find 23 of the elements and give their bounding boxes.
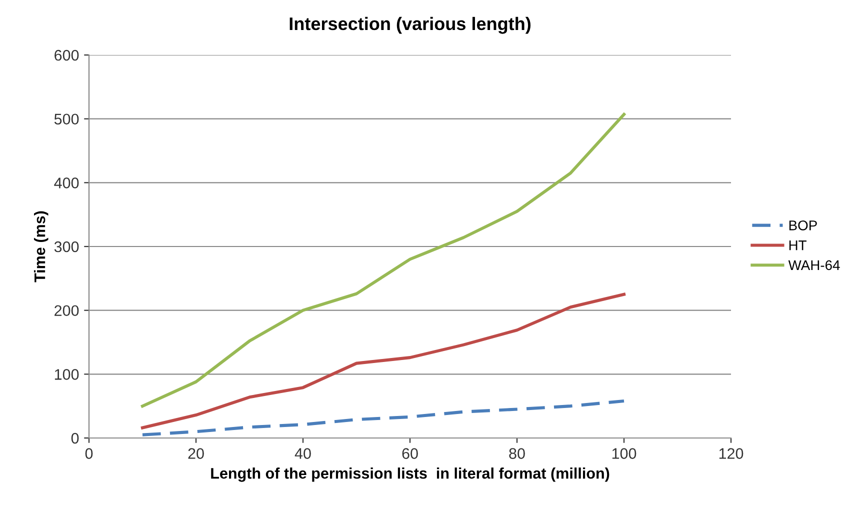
legend-label: HT — [789, 240, 806, 250]
legend-label: WAH-64 — [788, 260, 840, 270]
x-tick-label: 0 — [85, 448, 93, 459]
y-tick-label: 600 — [54, 50, 79, 61]
x-axis-title: Length of the permission lists in literal format (million) — [211, 468, 610, 482]
y-tick-label: 400 — [54, 178, 79, 188]
x-tick-label: 100 — [612, 448, 636, 459]
y-tick-label: 200 — [54, 305, 79, 316]
line-series — [140, 399, 626, 436]
x-tick-label: 60 — [402, 448, 418, 459]
line-series — [140, 292, 626, 430]
x-tick-label: 40 — [294, 448, 311, 459]
chart-title: Intersection (various length) — [290, 16, 531, 34]
y-axis-title: Time (ms) — [34, 211, 48, 282]
x-tick-label: 20 — [188, 448, 204, 459]
y-tick-label: 100 — [54, 369, 79, 380]
line-series — [140, 112, 626, 408]
x-tick-label: 120 — [719, 448, 744, 459]
y-tick-label: 500 — [54, 114, 79, 125]
y-tick-label: 300 — [54, 241, 79, 252]
y-tick-label: 0 — [71, 432, 79, 444]
x-tick-label: 80 — [509, 448, 525, 459]
legend-label: BOP — [789, 220, 817, 230]
